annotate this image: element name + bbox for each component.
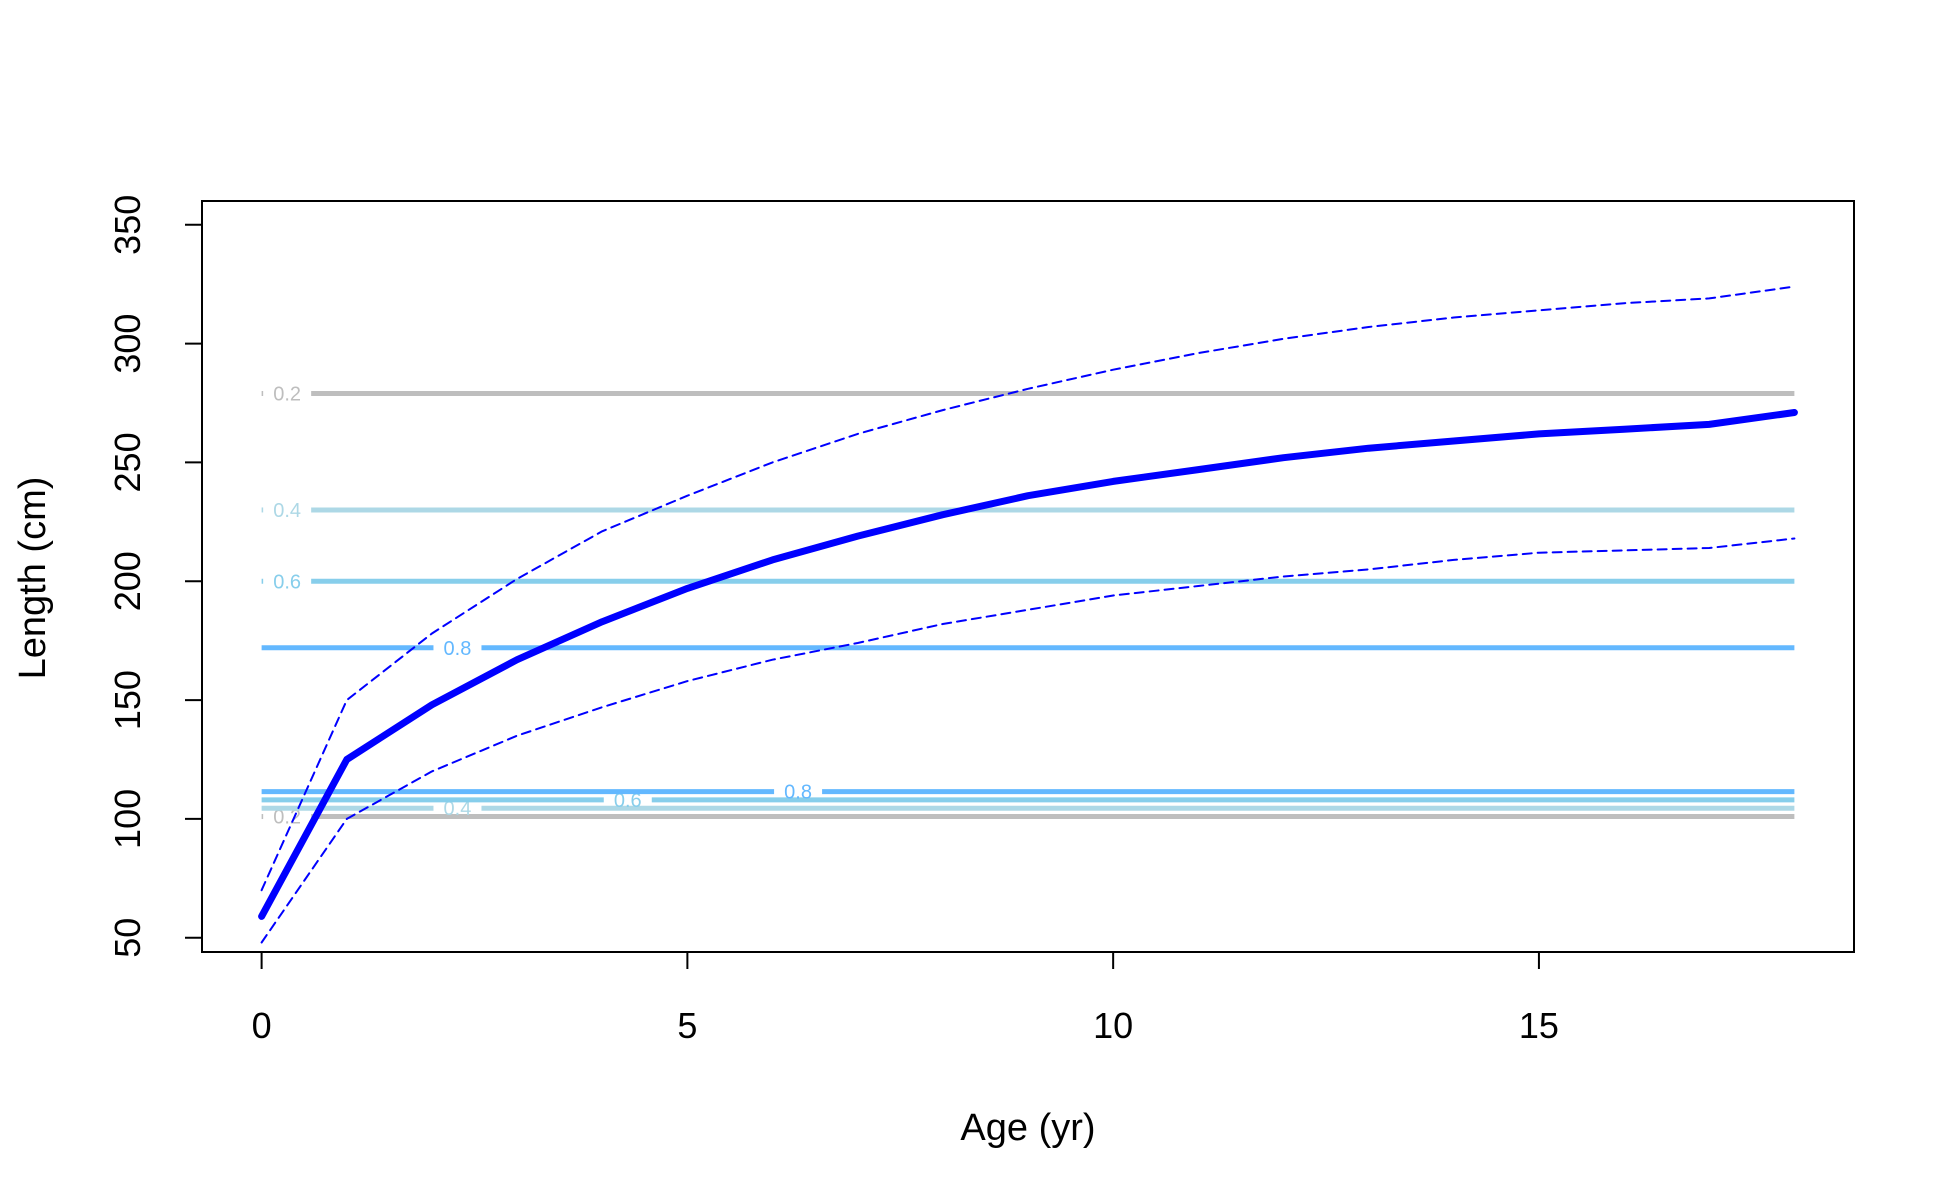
contour-label-4: 0.2 (273, 807, 301, 829)
x-axis: 0 5 10 15 (252, 951, 1559, 1046)
y-tick-label-0: 50 (107, 918, 148, 958)
contour-label-7: 0.8 (784, 782, 812, 804)
contour-label-2: 0.6 (273, 571, 301, 593)
series-upper-line (260, 285, 1796, 892)
series-layer (258, 285, 1798, 944)
y-tick-label-5: 300 (107, 314, 148, 374)
y-tick-label-6: 350 (107, 195, 148, 255)
contour-label-5: 0.4 (444, 798, 472, 820)
series-mean-line (258, 409, 1798, 920)
x-tick-label-1: 5 (677, 1005, 697, 1046)
y-tick-label-1: 100 (107, 789, 148, 849)
contour-label-0: 0.2 (273, 384, 301, 406)
contour-label-6: 0.6 (614, 790, 642, 812)
x-tick-label-2: 10 (1093, 1005, 1133, 1046)
contour-label-3: 0.8 (444, 638, 472, 660)
contour-label-1: 0.4 (273, 500, 301, 522)
contour-layer: 0.2 0.4 0.6 0.8 0.2 0.4 0.6 0.8 (261, 384, 1795, 829)
x-tick-label-3: 15 (1519, 1005, 1559, 1046)
series-lower-line (260, 537, 1796, 944)
y-tick-label-2: 150 (107, 670, 148, 730)
x-axis-label: Age (yr) (960, 1107, 1095, 1149)
y-axis-label: Length (cm) (12, 477, 54, 680)
plot-frame (201, 200, 1855, 953)
y-axis: 50 100 150 200 250 300 350 (107, 195, 203, 958)
x-tick-label-0: 0 (252, 1005, 272, 1046)
y-tick-label-4: 250 (107, 432, 148, 492)
y-tick-label-3: 200 (107, 551, 148, 611)
